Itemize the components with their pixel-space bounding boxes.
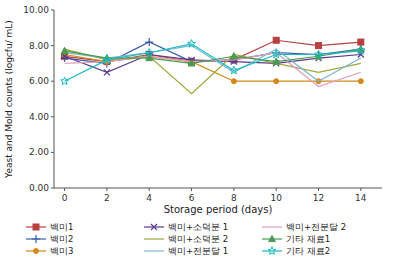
legend-marker <box>34 249 39 254</box>
x-tick-label: 2 <box>104 193 110 203</box>
y-tick-label: 0.00 <box>29 183 49 193</box>
legend-label: 백미3 <box>50 246 73 256</box>
legend-label: 백미+전분달 2 <box>286 222 346 232</box>
x-tick-label: 12 <box>313 193 324 203</box>
x-axis-label: Storage period (days) <box>164 204 273 215</box>
marker <box>104 69 110 75</box>
x-tick-label: 4 <box>146 193 152 203</box>
x-tick <box>318 188 319 191</box>
x-tick-label: 10 <box>270 193 282 203</box>
x-tick <box>149 188 150 191</box>
marker <box>230 66 238 74</box>
legend-marker <box>32 235 40 243</box>
marker <box>231 79 236 84</box>
x-tick <box>360 188 361 191</box>
legend-label: 백미2 <box>50 234 73 244</box>
series <box>61 38 365 67</box>
x-tick-label: 8 <box>231 193 237 203</box>
y-tick <box>51 188 54 189</box>
y-tick-label: 4.00 <box>29 112 49 122</box>
legend-swatch <box>262 226 282 227</box>
legend-marker <box>269 235 276 241</box>
marker <box>315 50 323 58</box>
legend-swatch <box>144 238 164 239</box>
legend: 백미1 백미2 백미3 백미+소덕분 1 백미+소덕분 2 백미+전분달 1 백미+전분달 … <box>26 222 346 256</box>
marker <box>357 47 365 55</box>
y-tick <box>51 81 54 82</box>
marker <box>316 43 322 49</box>
series <box>61 40 365 85</box>
marker <box>230 53 237 59</box>
marker <box>273 37 279 43</box>
plot-area <box>61 37 365 93</box>
legend-label: 기타 재료1 <box>286 234 330 244</box>
marker <box>272 50 280 58</box>
marker <box>358 79 363 84</box>
series <box>65 46 361 82</box>
y-tick-label: 8.00 <box>29 41 49 51</box>
series-line <box>65 46 361 82</box>
marker <box>62 53 68 59</box>
y-tick-label: 6.00 <box>29 76 49 86</box>
series-line <box>65 44 361 81</box>
y-tick <box>51 45 54 46</box>
marker <box>358 39 364 45</box>
series-line <box>65 42 361 63</box>
x-tick <box>191 188 192 191</box>
legend-label: 백미+소덕분 1 <box>168 222 228 232</box>
marker <box>188 40 196 48</box>
marker <box>61 77 69 85</box>
x-tick-label: 14 <box>355 193 367 203</box>
x-tick <box>64 188 65 191</box>
marker <box>145 38 153 46</box>
y-tick-label: 10.00 <box>23 5 49 15</box>
marker <box>61 47 68 53</box>
x-tick <box>276 188 277 191</box>
marker <box>103 56 111 64</box>
y-axis-line <box>54 10 55 188</box>
x-tick <box>106 188 107 191</box>
y-tick <box>51 152 54 153</box>
y-tick-label: 2.00 <box>29 147 49 157</box>
x-axis-line <box>54 188 382 189</box>
series <box>65 49 361 94</box>
legend-swatch <box>262 250 282 251</box>
x-tick-label: 6 <box>189 193 195 203</box>
y-axis-label: Yeast and Mold counts (logcfu/ mL) <box>4 20 14 179</box>
legend-label: 백미1 <box>50 222 73 232</box>
marker <box>274 79 279 84</box>
legend-swatch <box>144 250 164 251</box>
legend-label: 백미+전분달 1 <box>168 246 228 256</box>
marker <box>145 49 153 57</box>
marker <box>273 58 280 64</box>
series-line <box>65 49 361 63</box>
series <box>61 46 364 66</box>
legend-marker <box>151 224 157 230</box>
y-tick <box>51 10 54 11</box>
chart: 0.00 2.00 4.00 6.00 8.00 10.00 0 2 4 6 8 10 12 14 Stor… <box>0 0 394 258</box>
marker <box>188 60 195 66</box>
legend-label: 백미+소덕분 2 <box>168 234 228 244</box>
x-tick-label: 0 <box>62 193 68 203</box>
y-tick <box>51 116 54 117</box>
legend-label: 기타 재료2 <box>286 246 330 256</box>
x-tick <box>233 188 234 191</box>
series-line <box>65 49 361 94</box>
legend-marker <box>268 247 276 255</box>
legend-marker <box>33 224 39 230</box>
